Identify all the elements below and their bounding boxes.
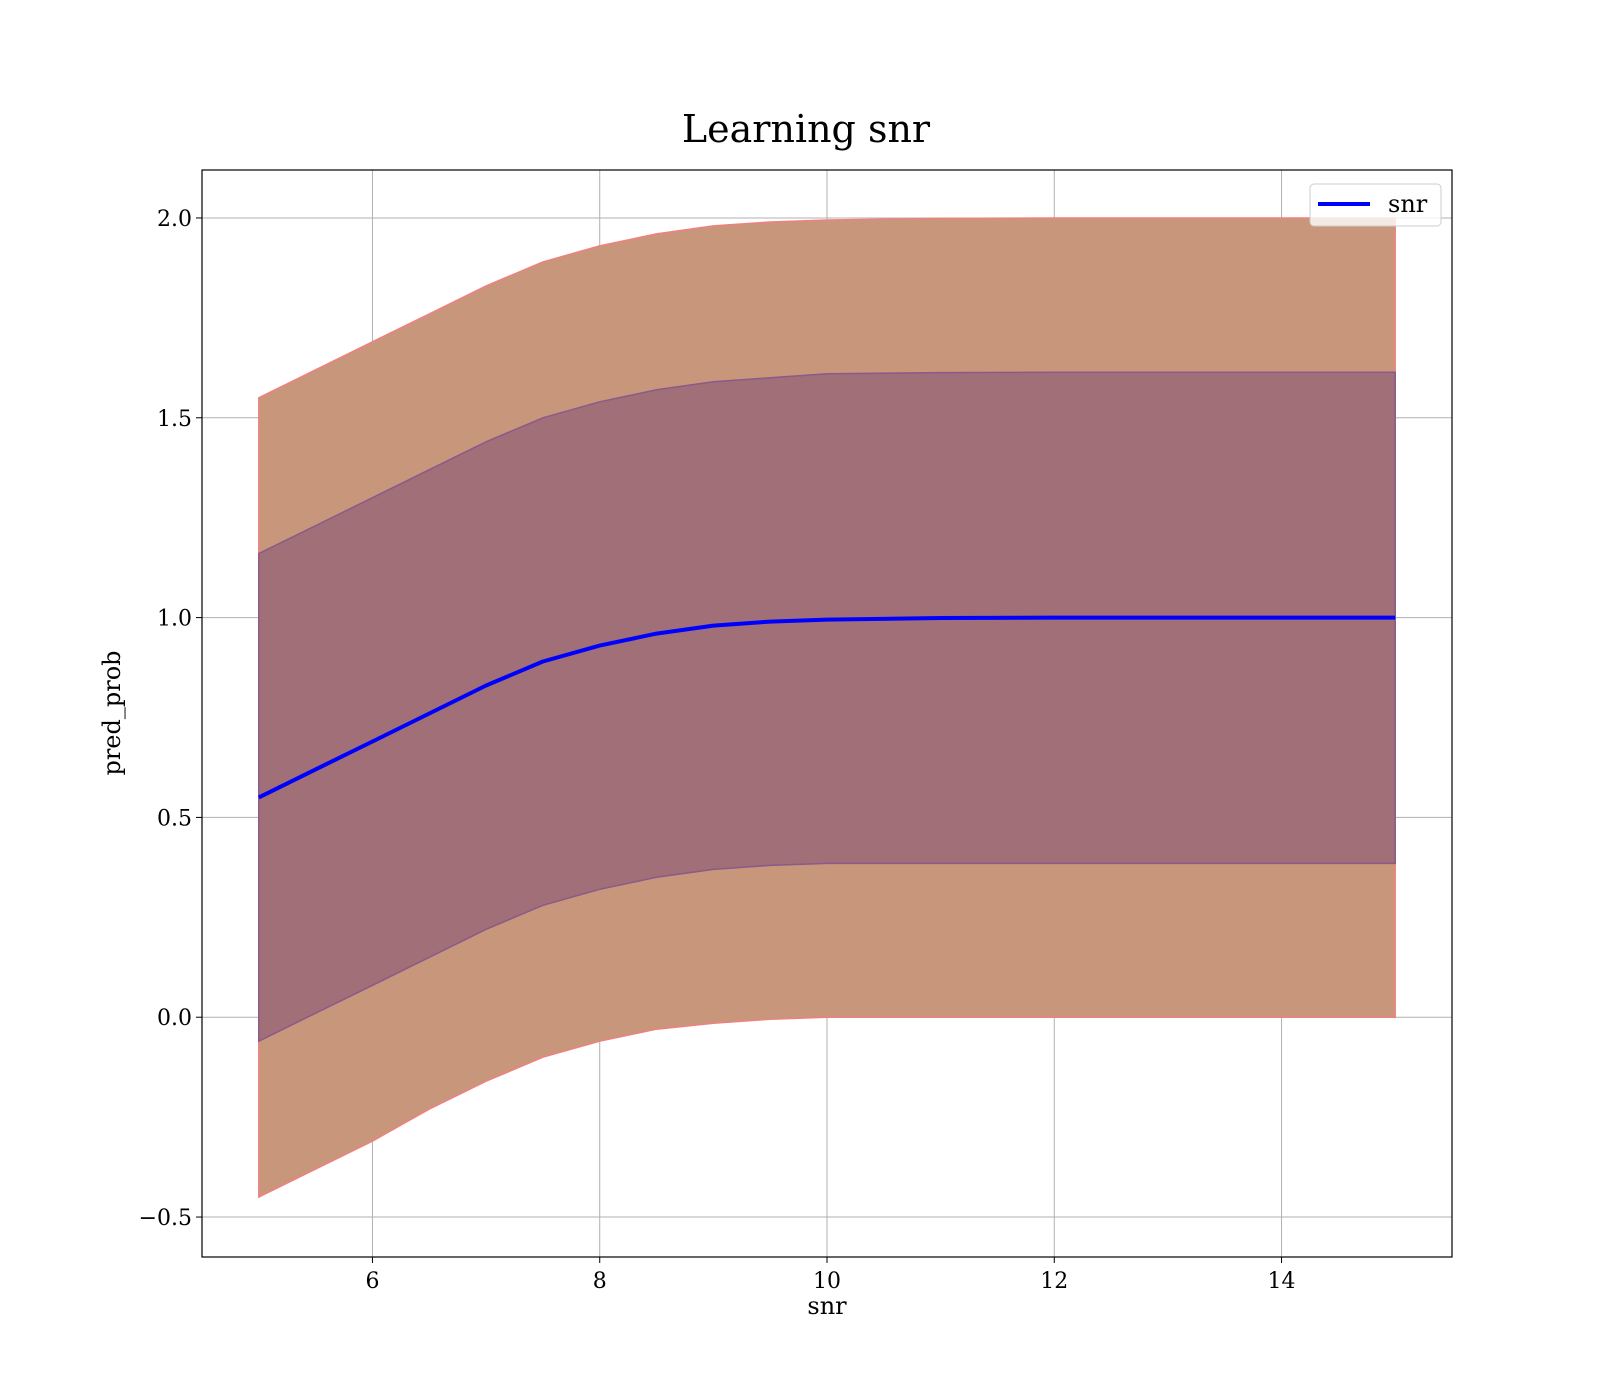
y-tick-label: 0.5: [157, 806, 192, 831]
chart-title: Learning snr: [682, 107, 931, 151]
x-tick-label: 8: [593, 1269, 607, 1294]
x-tick-label: 10: [813, 1269, 841, 1294]
std-bands: [258, 217, 1396, 1199]
y-axis-ticks: −0.5 0.0 0.5 1.0 1.5 2.0: [139, 207, 202, 1231]
x-axis-label: snr: [807, 1292, 847, 1320]
series-line-snr: [257, 615, 1396, 800]
std-band-2: [258, 371, 1396, 1043]
x-axis-ticks: 6 8 10 12 14: [365, 1257, 1296, 1294]
y-tick-label: −0.5: [139, 1206, 192, 1231]
y-tick-label: 2.0: [157, 207, 192, 232]
y-tick-label: 1.5: [157, 407, 192, 432]
x-tick-label: 12: [1040, 1269, 1068, 1294]
legend: snr: [1309, 183, 1442, 227]
y-tick-label: 1.0: [157, 607, 192, 632]
x-tick-label: 14: [1268, 1269, 1296, 1294]
y-axis-label: pred_prob: [98, 650, 126, 775]
y-tick-label: 0.0: [157, 1006, 192, 1031]
series-lines: [257, 615, 1396, 800]
legend-label: snr: [1388, 190, 1428, 218]
x-tick-label: 6: [365, 1269, 379, 1294]
legend-box: [1309, 183, 1442, 227]
